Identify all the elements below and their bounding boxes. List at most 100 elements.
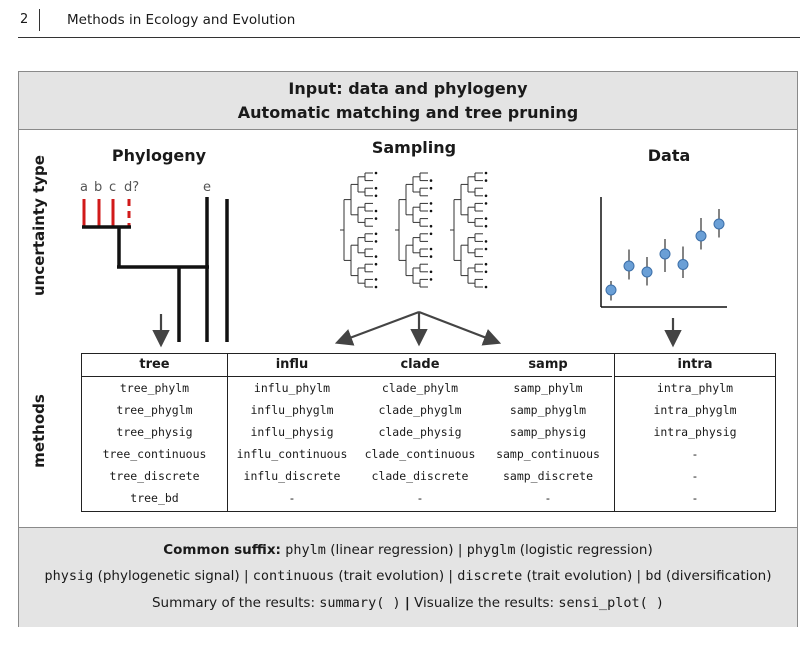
data-point [677,259,689,270]
sampled-tree [450,171,488,289]
summary-text: Summary of the results: [151,595,315,611]
tip-label-a: a [80,180,88,195]
method-cell: tree_phyglm [116,403,193,417]
method-cell: clade_continuous [364,447,476,461]
column-tree: tree tree_phylm tree_phyglm tree_physig … [82,354,227,511]
sampled-tip [484,179,488,182]
suffix-line-2: physig (phylogenetic signal) | continuou… [19,568,797,584]
sampled-tree [340,171,378,289]
method-cell: influ_physig [250,425,334,439]
method-cell: samp_discrete [502,469,593,483]
sampled-tip [429,224,433,228]
sampled-tip [374,240,378,243]
sampled-tree [395,172,433,288]
data-point [713,218,725,230]
suffix-discrete: discrete [457,568,523,584]
suffix-discrete-desc: (trait evolution) | [526,568,642,584]
sampled-tip [374,194,378,198]
sampled-tip [374,209,378,213]
suffix-bd-desc: (diversification) [665,568,772,584]
summary-separator: | [404,595,410,611]
summary-line: Summary of the results: summary( ) | Vis… [19,595,797,611]
sampled-tip [374,186,378,190]
sampled-tip [374,278,378,281]
phylogeny-tree: a b c d? e [80,180,229,342]
method-cell: samp_physig [509,425,587,439]
sampled-tip [374,217,378,220]
input-band: Input: data and phylogeny Automatic matc… [19,72,797,130]
method-cell: clade_phyglm [378,403,462,417]
method-cell: - [691,447,699,461]
data-point [659,248,671,260]
suffix-line-1: Common suffix: phylm (linear regression)… [19,542,797,558]
method-cell: influ_discrete [243,469,341,483]
data-point [605,284,617,296]
sampled-tip [429,202,433,205]
method-cell: tree_physig [116,425,193,439]
page-header: 2 Methods in Ecology and Evolution [0,0,800,34]
method-cell: - [691,469,699,483]
figure: Input: data and phylogeny Automatic matc… [18,71,798,627]
tip-label-c: c [109,180,116,195]
method-cell: intra_phylm [656,381,734,395]
summary-function: summary( ) [319,595,401,611]
column-intra: intra intra_phylm intra_phyglm intra_phy… [615,354,775,511]
method-cell: samp_continuous [496,447,600,461]
method-cell: - [544,491,552,505]
suffix-physig-desc: (phylogenetic signal) | [97,568,249,584]
column-header: clade [400,357,440,372]
sampled-tip [484,224,488,228]
method-cell: tree_continuous [102,447,207,461]
method-cell: influ_phyglm [250,403,334,417]
sampling-title: Sampling [371,138,457,157]
visualize-function: sensi_plot( ) [558,595,665,611]
method-cell: influ_continuous [236,447,348,461]
visualize-text: Visualize the results: [414,595,555,611]
journal-name: Methods in Ecology and Evolution [67,12,296,28]
sampled-tip [484,217,488,220]
sampled-tip [484,194,488,198]
suffix-physig: physig [44,568,94,584]
tip-label-b: b [94,180,102,195]
tree-branches [82,197,229,342]
sampled-tip [429,232,433,236]
sampled-tip [429,186,433,190]
method-cell: - [288,491,296,505]
sampled-tip [374,255,378,258]
sampled-tip [429,209,433,213]
sampled-tip [484,262,488,266]
column-header: influ [275,357,309,372]
method-cell: - [416,491,424,505]
sampled-tip [429,179,433,182]
method-cell: intra_phyglm [653,403,737,417]
data-scatter-plot [600,197,727,308]
column-clade: clade clade_phylm clade_phyglm clade_phy… [356,354,484,511]
input-subtitle: Automatic matching and tree pruning [237,103,579,122]
tip-label-d: d? [124,180,139,195]
method-cell: intra_physig [653,425,737,439]
arrow-sampling-right [418,310,502,346]
uncertain-branches [82,199,131,227]
method-cell: samp_phyglm [509,403,587,417]
phylogeny-title: Phylogeny [111,146,207,165]
method-cell: influ_phylm [253,381,331,395]
method-cell: clade_discrete [371,469,469,483]
input-title: Input: data and phylogeny [288,79,528,98]
tip-labels: a b c d? e [80,180,211,195]
data-point [623,260,635,272]
data-point [641,266,653,278]
suffix-continuous-desc: (trait evolution) | [338,568,453,584]
suffix-phylm-desc: (linear regression) | [330,542,463,558]
suffix-phyglm-desc: (logistic regression) [519,542,653,558]
column-header: intra [677,357,713,372]
sampled-tip [429,255,433,258]
sampled-tip [484,202,488,205]
sampled-tip [374,232,378,236]
column-header: samp [528,357,568,372]
data-title: Data [647,146,691,165]
sampled-tip [484,171,488,175]
method-cell: tree_phylm [119,381,190,395]
sampled-trees [340,171,488,289]
methods-table: tree tree_phylm tree_phyglm tree_physig … [81,353,776,512]
uncertainty-type-label: uncertainty type [30,155,48,296]
